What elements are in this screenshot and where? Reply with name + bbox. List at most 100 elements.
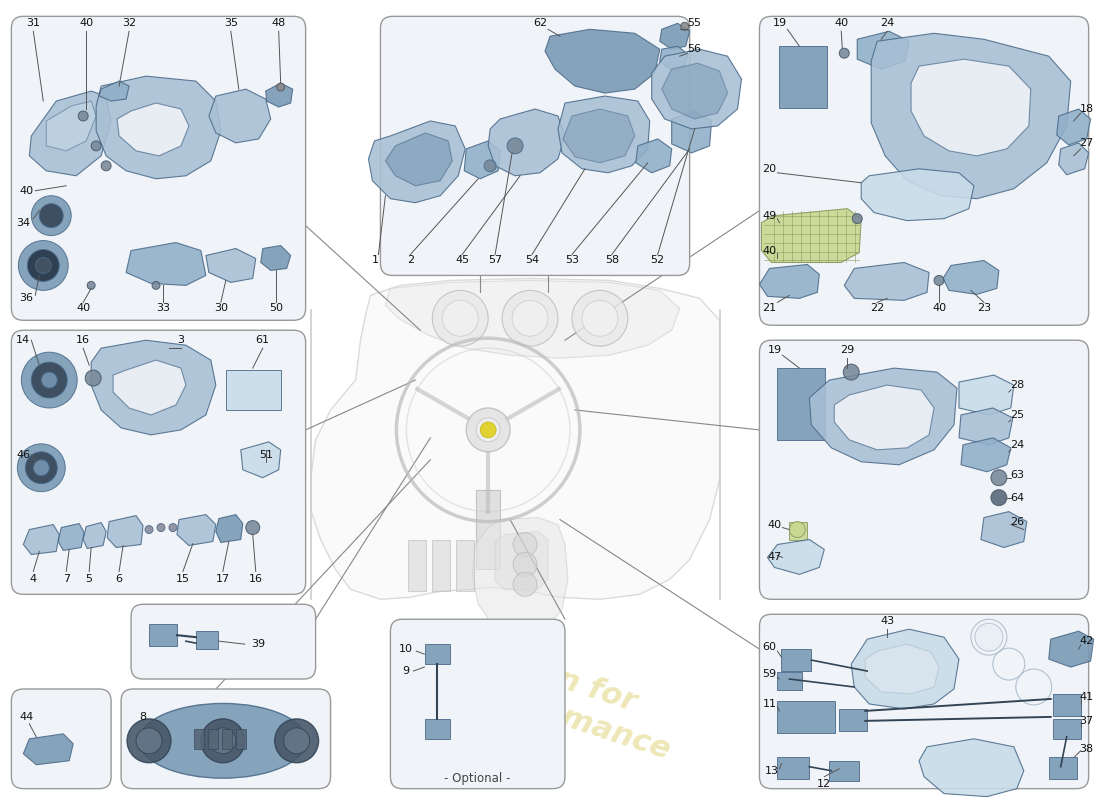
Text: 37: 37 xyxy=(1079,716,1093,726)
Circle shape xyxy=(31,362,67,398)
Text: a passion for: a passion for xyxy=(419,621,640,718)
Text: 44: 44 xyxy=(19,712,33,722)
Bar xyxy=(408,539,427,591)
FancyBboxPatch shape xyxy=(759,614,1089,789)
Polygon shape xyxy=(91,340,216,435)
Circle shape xyxy=(476,418,501,442)
Text: 40: 40 xyxy=(20,186,33,196)
Bar xyxy=(829,761,859,781)
Circle shape xyxy=(42,372,57,388)
Circle shape xyxy=(78,111,88,121)
Ellipse shape xyxy=(139,703,307,778)
Bar xyxy=(790,522,807,539)
Text: 24: 24 xyxy=(1010,440,1024,450)
Polygon shape xyxy=(23,525,59,554)
Text: 56: 56 xyxy=(688,44,702,54)
Polygon shape xyxy=(845,262,930,300)
Polygon shape xyxy=(206,249,255,282)
Text: 38: 38 xyxy=(1079,744,1093,754)
Text: 51: 51 xyxy=(258,450,273,460)
Text: 52: 52 xyxy=(651,255,664,266)
Text: 46: 46 xyxy=(16,450,31,460)
Circle shape xyxy=(136,728,162,754)
FancyBboxPatch shape xyxy=(131,604,316,679)
Circle shape xyxy=(18,444,65,492)
Circle shape xyxy=(513,533,537,557)
Circle shape xyxy=(513,572,537,596)
Bar xyxy=(208,729,218,749)
Polygon shape xyxy=(126,242,206,286)
Polygon shape xyxy=(834,385,934,450)
Circle shape xyxy=(19,241,68,290)
Polygon shape xyxy=(636,139,672,173)
Bar xyxy=(426,719,450,739)
Polygon shape xyxy=(266,83,293,107)
Circle shape xyxy=(852,214,862,224)
Polygon shape xyxy=(385,281,680,358)
Text: 16: 16 xyxy=(249,574,263,584)
Bar xyxy=(235,729,245,749)
Text: 54: 54 xyxy=(525,255,539,266)
Bar xyxy=(1053,694,1080,716)
Text: 40: 40 xyxy=(932,303,946,314)
Text: 3: 3 xyxy=(177,335,185,346)
Text: 4: 4 xyxy=(30,574,37,584)
Polygon shape xyxy=(177,514,216,546)
Polygon shape xyxy=(857,31,909,69)
Circle shape xyxy=(513,553,537,576)
Text: 22: 22 xyxy=(870,303,884,314)
Circle shape xyxy=(91,141,101,151)
Polygon shape xyxy=(84,522,106,549)
Circle shape xyxy=(21,352,77,408)
Text: 40: 40 xyxy=(79,18,94,28)
Bar xyxy=(778,757,810,778)
Circle shape xyxy=(466,408,510,452)
Circle shape xyxy=(284,728,309,754)
Polygon shape xyxy=(563,109,635,163)
Circle shape xyxy=(572,290,628,346)
Text: 45: 45 xyxy=(455,255,470,266)
Circle shape xyxy=(152,282,160,290)
Circle shape xyxy=(975,623,1003,651)
Circle shape xyxy=(157,523,165,531)
Circle shape xyxy=(934,275,944,286)
Circle shape xyxy=(210,728,235,754)
Circle shape xyxy=(991,470,1006,486)
Circle shape xyxy=(513,300,548,336)
Polygon shape xyxy=(113,360,186,415)
Polygon shape xyxy=(107,515,143,547)
FancyBboxPatch shape xyxy=(390,619,565,789)
Circle shape xyxy=(844,364,859,380)
Polygon shape xyxy=(810,368,957,465)
FancyBboxPatch shape xyxy=(11,330,306,594)
Text: 33: 33 xyxy=(156,303,170,314)
Circle shape xyxy=(25,452,57,484)
Text: 58: 58 xyxy=(605,255,619,266)
Bar xyxy=(226,370,280,410)
Text: 15: 15 xyxy=(176,574,190,584)
Text: 40: 40 xyxy=(768,519,781,530)
Bar xyxy=(778,368,825,440)
Polygon shape xyxy=(310,278,719,599)
Polygon shape xyxy=(117,103,189,156)
Text: 63: 63 xyxy=(1010,470,1024,480)
Text: 61: 61 xyxy=(255,335,270,346)
Text: 50: 50 xyxy=(268,303,283,314)
Polygon shape xyxy=(558,96,650,173)
Polygon shape xyxy=(920,739,1024,797)
Text: 5: 5 xyxy=(86,574,92,584)
Text: 29: 29 xyxy=(840,345,855,355)
Circle shape xyxy=(681,22,689,30)
Polygon shape xyxy=(866,644,939,694)
Polygon shape xyxy=(385,133,452,186)
Text: 1: 1 xyxy=(372,255,378,266)
Circle shape xyxy=(169,523,177,531)
Polygon shape xyxy=(981,512,1026,547)
Bar xyxy=(222,729,232,749)
Text: 24: 24 xyxy=(880,18,894,28)
Polygon shape xyxy=(23,734,74,765)
Text: - Optional -: - Optional - xyxy=(444,772,510,785)
FancyBboxPatch shape xyxy=(121,689,331,789)
Bar xyxy=(426,644,450,664)
Text: 40: 40 xyxy=(762,246,777,255)
